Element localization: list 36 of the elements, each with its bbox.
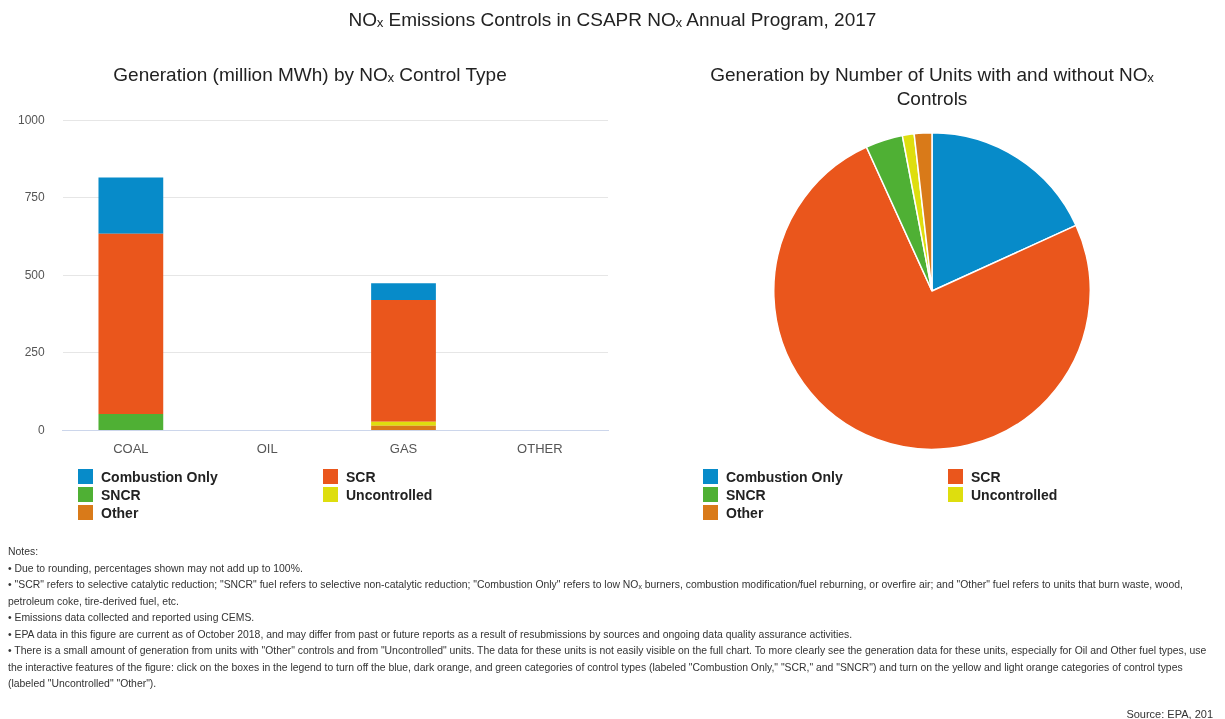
legend-label: SCR (346, 468, 376, 485)
text: Notes: (8, 545, 40, 559)
source-note: Source: EPA, 201 (1126, 707, 1213, 719)
text: • Due to rounding, percentages shown may not add up to 100%. (8, 561, 304, 576)
text: • Emissions data collected and reported using CEMS. (8, 611, 256, 625)
y-tick-label: 750 (24, 190, 46, 205)
y-tick-label: 1000 (17, 112, 46, 127)
legend-label: SNCR (726, 486, 766, 503)
bar (371, 421, 436, 426)
chart-title: Generation by Number of Units with and without NOₓ Controls (709, 63, 1155, 111)
legend-label: SNCR (101, 486, 141, 503)
legend-label: SCR (971, 468, 1001, 485)
legend-label: Other (101, 504, 139, 521)
text: NOₓ Emissions Controls in CSAPR NOₓ Annual Program, 2017 (347, 8, 878, 32)
bar (371, 283, 436, 301)
legend-label: Other (726, 504, 764, 521)
x-tick-label: OIL (256, 440, 278, 456)
legend-label: Uncontrolled (971, 486, 1058, 503)
bar (371, 425, 436, 430)
text: • There is a small amount of generation from units with "Other" controls and from "Uncontrolled" units. The data for these units is not easily visible on the full chart. To more clearly see the generation data for these units, especially for Oil and Other fuel types, use the interactive features of the figure: click on the boxes in the legend to turn off the blue, dark orange, and green categories of control types (labeled "Combustion Only," "SCR," and "SNCR") and turn on the yellow and light orange categories of control types (labeled "Uncontrolled" "Other"). (8, 644, 1208, 691)
legend-label: Uncontrolled (346, 486, 433, 503)
x-tick-label: OTHER (517, 440, 563, 456)
x-tick-label: COAL (113, 440, 149, 456)
text: • EPA data in this figure are current as of October 2018, and may differ from past or future reports as a result of resubmissions by sources and ongoing data quality assurance activities. (8, 627, 854, 642)
bar (98, 177, 164, 234)
legend-label: Combustion Only (101, 468, 218, 485)
bar (98, 233, 164, 414)
text: • "SCR" refers to selective catalytic reduction; "SNCR" fuel refers to selective non-catalytic reduction; "Combustion Only" refers to low NOₓ burners, combustion modification/fuel reburning, or overfire air; and "Other" fuel refers to units that burn waste, wood, petroleum coke, tire-derived fuel, etc. (8, 578, 1184, 609)
y-tick-label: 250 (24, 345, 46, 360)
y-tick-label: 0 (38, 422, 46, 437)
x-tick-label: GAS (389, 440, 418, 456)
legend-label: Combustion Only (726, 468, 843, 485)
y-tick-label: 500 (24, 267, 46, 282)
bar (371, 300, 436, 422)
chart-title: Generation (million MWh) by NOₓ Control Type (112, 63, 508, 87)
bar (98, 413, 164, 430)
